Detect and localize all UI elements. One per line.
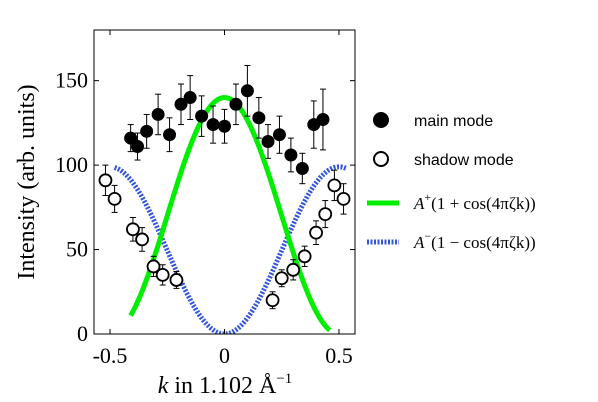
legend-fit-plus-sup: + xyxy=(424,190,431,204)
main-mode-point xyxy=(284,148,298,162)
legend-shadow-mode-label: shadow mode xyxy=(414,152,514,169)
main-mode-point xyxy=(261,134,275,148)
shadow-mode-point xyxy=(135,232,149,247)
fit-minus-curve xyxy=(113,164,347,334)
shadow-mode-point xyxy=(126,222,140,237)
shadow-mode-point xyxy=(286,262,301,277)
main-mode-point xyxy=(163,128,177,142)
main-mode-point xyxy=(272,128,286,142)
shadow-mode-point xyxy=(98,173,113,188)
legend-fit-minus-label: A−(1 − cos(4πζk)) xyxy=(413,229,536,252)
main-mode-point xyxy=(151,107,165,121)
legend-fit-plus-rest: (1 + cos(4πζk)) xyxy=(431,194,536,213)
main-mode-point xyxy=(229,97,243,111)
shadow-mode-point xyxy=(318,207,333,221)
main-mode-point xyxy=(218,119,231,133)
main-mode-point xyxy=(252,111,266,125)
shadow-mode-point xyxy=(169,273,184,287)
x-axis-label-unit: in 1.102 Å xyxy=(168,373,277,399)
x-tick-label: 0 xyxy=(219,343,230,368)
y-axis-label: Intensity (arb. units) xyxy=(14,84,40,279)
main-mode-point xyxy=(195,109,209,123)
y-tick-label: 100 xyxy=(55,152,88,177)
legend-main-mode-marker xyxy=(373,112,389,128)
x-tick-label: 0.5 xyxy=(325,343,353,368)
legend-fit-plus-label: A+(1 + cos(4πζk)) xyxy=(413,190,536,213)
x-axis-label-var: k xyxy=(158,373,169,399)
y-tick-label: 150 xyxy=(55,68,88,93)
fit-plus-curve xyxy=(128,95,332,333)
main-mode-point xyxy=(295,161,309,175)
main-mode-point xyxy=(240,84,254,98)
x-axis-label: k in 1.102 Å−1 xyxy=(158,371,293,399)
legend-fit-minus-rest: (1 − cos(4πζk)) xyxy=(431,233,536,252)
legend-shadow-mode-marker xyxy=(373,151,389,167)
shadow-mode-point xyxy=(107,191,122,206)
shadow-mode-point xyxy=(336,191,351,206)
shadow-mode-point xyxy=(309,225,323,240)
main-mode-point xyxy=(174,97,188,111)
shadow-mode-point xyxy=(265,293,280,308)
legend-main-mode-label: main mode xyxy=(414,113,493,130)
shadow-mode-point xyxy=(297,249,312,264)
main-mode-point xyxy=(131,140,144,154)
legend: main mode shadow mode A+(1 + cos(4πζk)) … xyxy=(367,112,536,252)
shadow-mode-point xyxy=(155,267,170,282)
shadow-mode-point xyxy=(327,178,342,193)
main-mode-point xyxy=(140,124,154,138)
main-mode-point xyxy=(206,118,220,132)
x-axis-label-exp: −1 xyxy=(276,371,292,387)
main-mode-point xyxy=(183,91,197,105)
legend-fit-minus-base: A xyxy=(413,233,425,252)
y-tick-label: 50 xyxy=(66,237,88,262)
y-tick-label: 0 xyxy=(77,321,88,346)
main-mode-point xyxy=(316,113,330,127)
shadow-mode-point xyxy=(146,259,161,274)
legend-fit-minus-sup: − xyxy=(424,229,431,243)
shadow-mode-point xyxy=(274,271,289,286)
legend-fit-plus-base: A xyxy=(413,194,425,213)
x-tick-label: -0.5 xyxy=(93,343,128,368)
